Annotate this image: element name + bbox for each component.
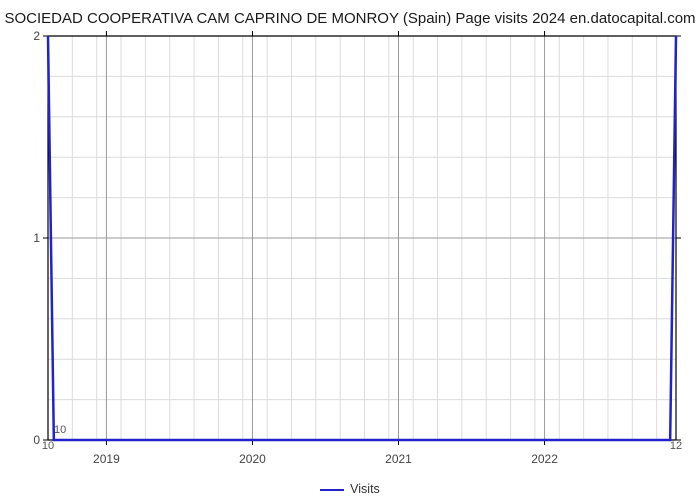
y-tick-label: 2 <box>0 29 40 43</box>
plot-area <box>48 36 676 440</box>
x-secondary-tick-label: 12 <box>670 440 682 452</box>
x-tick-label: 2021 <box>385 452 412 466</box>
chart-container: SOCIEDAD COOPERATIVA CAM CAPRINO DE MONR… <box>0 0 700 500</box>
y-secondary-tick-label: 10 <box>54 424 66 436</box>
y-tick-label: 0 <box>0 433 40 447</box>
legend-swatch-visits <box>320 489 344 491</box>
x-tick-label: 2020 <box>239 452 266 466</box>
x-tick-label: 2022 <box>531 452 558 466</box>
chart-svg <box>48 36 676 440</box>
legend: Visits <box>0 482 700 496</box>
legend-label-visits: Visits <box>350 482 380 496</box>
chart-title: SOCIEDAD COOPERATIVA CAM CAPRINO DE MONR… <box>0 10 700 27</box>
y-tick-label: 1 <box>0 231 40 245</box>
x-secondary-tick-label: 10 <box>42 440 54 452</box>
x-tick-label: 2019 <box>93 452 120 466</box>
